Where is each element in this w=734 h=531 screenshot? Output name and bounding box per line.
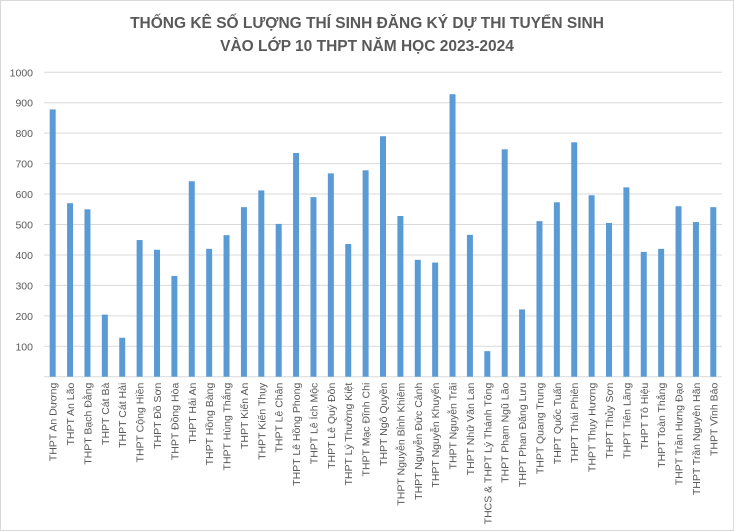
bar	[519, 309, 526, 377]
bar	[606, 222, 612, 377]
x-tick-label: THPT Kiến Thụy	[256, 382, 268, 460]
bar	[84, 209, 91, 377]
x-tick-label: THPT An Dương	[48, 383, 60, 462]
y-tick-label: 500	[15, 220, 33, 232]
x-tick-label: THCS & THPT Lý Thánh Tông	[482, 383, 494, 525]
x-tick-label: THPT Tiên Lãng	[621, 383, 633, 459]
x-tick-label: THPT Thái Phiên	[569, 383, 581, 463]
bar	[345, 243, 352, 377]
x-tick-label: THPT Lê Ích Mộc	[307, 383, 320, 465]
x-tick-label: THPT Nguyễn Bỉnh Khiêm	[394, 382, 407, 505]
x-tick-label: THPT Nhữ Văn Lan	[465, 383, 477, 476]
y-tick-label: 400	[15, 250, 33, 262]
chart-title-line-1: THỐNG KÊ SỐ LƯỢNG THÍ SINH ĐĂNG KÝ DỰ TH…	[130, 14, 604, 32]
x-tick-label: THPT An Lão	[65, 383, 77, 446]
bar	[449, 94, 456, 377]
x-tick-label: THPT Hùng Thắng	[221, 383, 234, 471]
bar	[640, 251, 647, 377]
bar	[258, 190, 265, 377]
x-tick-label: THPT Lê Hồng Phong	[291, 383, 303, 486]
bar	[484, 351, 491, 377]
x-tick-label: THPT Thụy Hương	[587, 383, 599, 473]
chart-title-line-2: VÀO LỚP 10 THPT NĂM HỌC 2023-2024	[220, 37, 514, 55]
bar	[223, 235, 230, 377]
x-tick-label: THPT Đồng Hòa	[169, 383, 181, 461]
x-tick-label: THPT Cộng Hiền	[135, 383, 147, 463]
x-tick-label: THPT Cát Hải	[117, 383, 129, 448]
x-tick-label: THPT Hồng Bàng	[204, 383, 216, 466]
y-tick-label: 200	[15, 311, 33, 323]
bar	[188, 181, 195, 377]
y-tick-label: 1000	[10, 67, 34, 79]
x-tick-label: THPT Nguyễn Đức Cảnh	[412, 383, 425, 500]
bar	[136, 240, 143, 377]
bar	[414, 259, 421, 377]
x-tick-label: THPT Nguyễn Trãi	[447, 383, 460, 470]
x-tick-label: THPT Bạch Đằng	[81, 383, 94, 465]
x-tick-label: THPT Phan Đăng Lưu	[517, 383, 529, 487]
x-tick-label: THPT Quốc Tuấn	[552, 383, 564, 465]
x-tick-label: THPT Phạm Ngũ Lão	[500, 383, 512, 483]
x-tick-label: THPT Hải An	[187, 383, 199, 444]
bar	[380, 136, 386, 377]
bar	[275, 223, 282, 377]
bar	[466, 234, 473, 377]
bar	[119, 337, 126, 377]
bar	[171, 275, 178, 377]
y-tick-label: 800	[15, 128, 33, 140]
bar	[154, 249, 160, 377]
x-tick-label: THPT Mạc Đĩnh Chi	[361, 383, 373, 477]
bar	[553, 202, 560, 377]
x-tick-label: THPT Lý Thường Kiệt	[343, 383, 355, 486]
bar	[710, 207, 717, 377]
bar	[206, 248, 213, 377]
y-tick-label: 900	[15, 98, 33, 110]
x-tick-label: THPT Toàn Thắng	[655, 383, 668, 468]
bar	[240, 207, 247, 377]
x-tick-label: THPT Đồ Sơn	[152, 383, 164, 449]
x-tick-label: THPT Lê Quý Đôn	[326, 383, 338, 469]
y-tick-label: 100	[15, 341, 33, 353]
bar	[588, 195, 595, 377]
bar	[432, 262, 439, 377]
x-tick-label: THPT Trần Nguyên Hãn	[691, 383, 703, 496]
bar	[101, 314, 108, 377]
bar	[658, 248, 665, 377]
bar	[49, 109, 56, 377]
bar	[501, 149, 508, 377]
y-tick-label: 700	[15, 159, 33, 171]
bar	[327, 173, 334, 377]
y-tick-label: 600	[15, 189, 33, 201]
bar	[692, 222, 699, 377]
y-tick-label: 300	[15, 280, 33, 292]
bar	[293, 152, 300, 377]
bar	[67, 203, 74, 377]
bar	[397, 215, 404, 377]
x-tick-label: THPT Kiến An	[239, 383, 251, 449]
bar	[571, 142, 578, 377]
x-tick-label: THPT Trần Hưng Đạo	[674, 383, 686, 486]
bar	[536, 221, 543, 377]
bar	[310, 197, 317, 377]
x-tick-label: THPT Cát Bà	[100, 383, 112, 445]
x-tick-label: THPT Lê Chân	[274, 383, 286, 453]
x-tick-label: THPT Nguyễn Khuyến	[429, 383, 442, 488]
bar	[362, 170, 369, 377]
x-tick-label: THPT Thủy Sơn	[604, 383, 616, 459]
bar	[675, 206, 682, 377]
x-tick-label: THPT Ngô Quyền	[378, 383, 390, 466]
x-tick-label: THPT Quang Trung	[534, 383, 546, 475]
bar	[623, 187, 630, 377]
x-tick-label: THPT Vĩnh Bảo	[708, 383, 720, 457]
x-tick-label: THPT Tô Hiệu	[639, 383, 651, 450]
